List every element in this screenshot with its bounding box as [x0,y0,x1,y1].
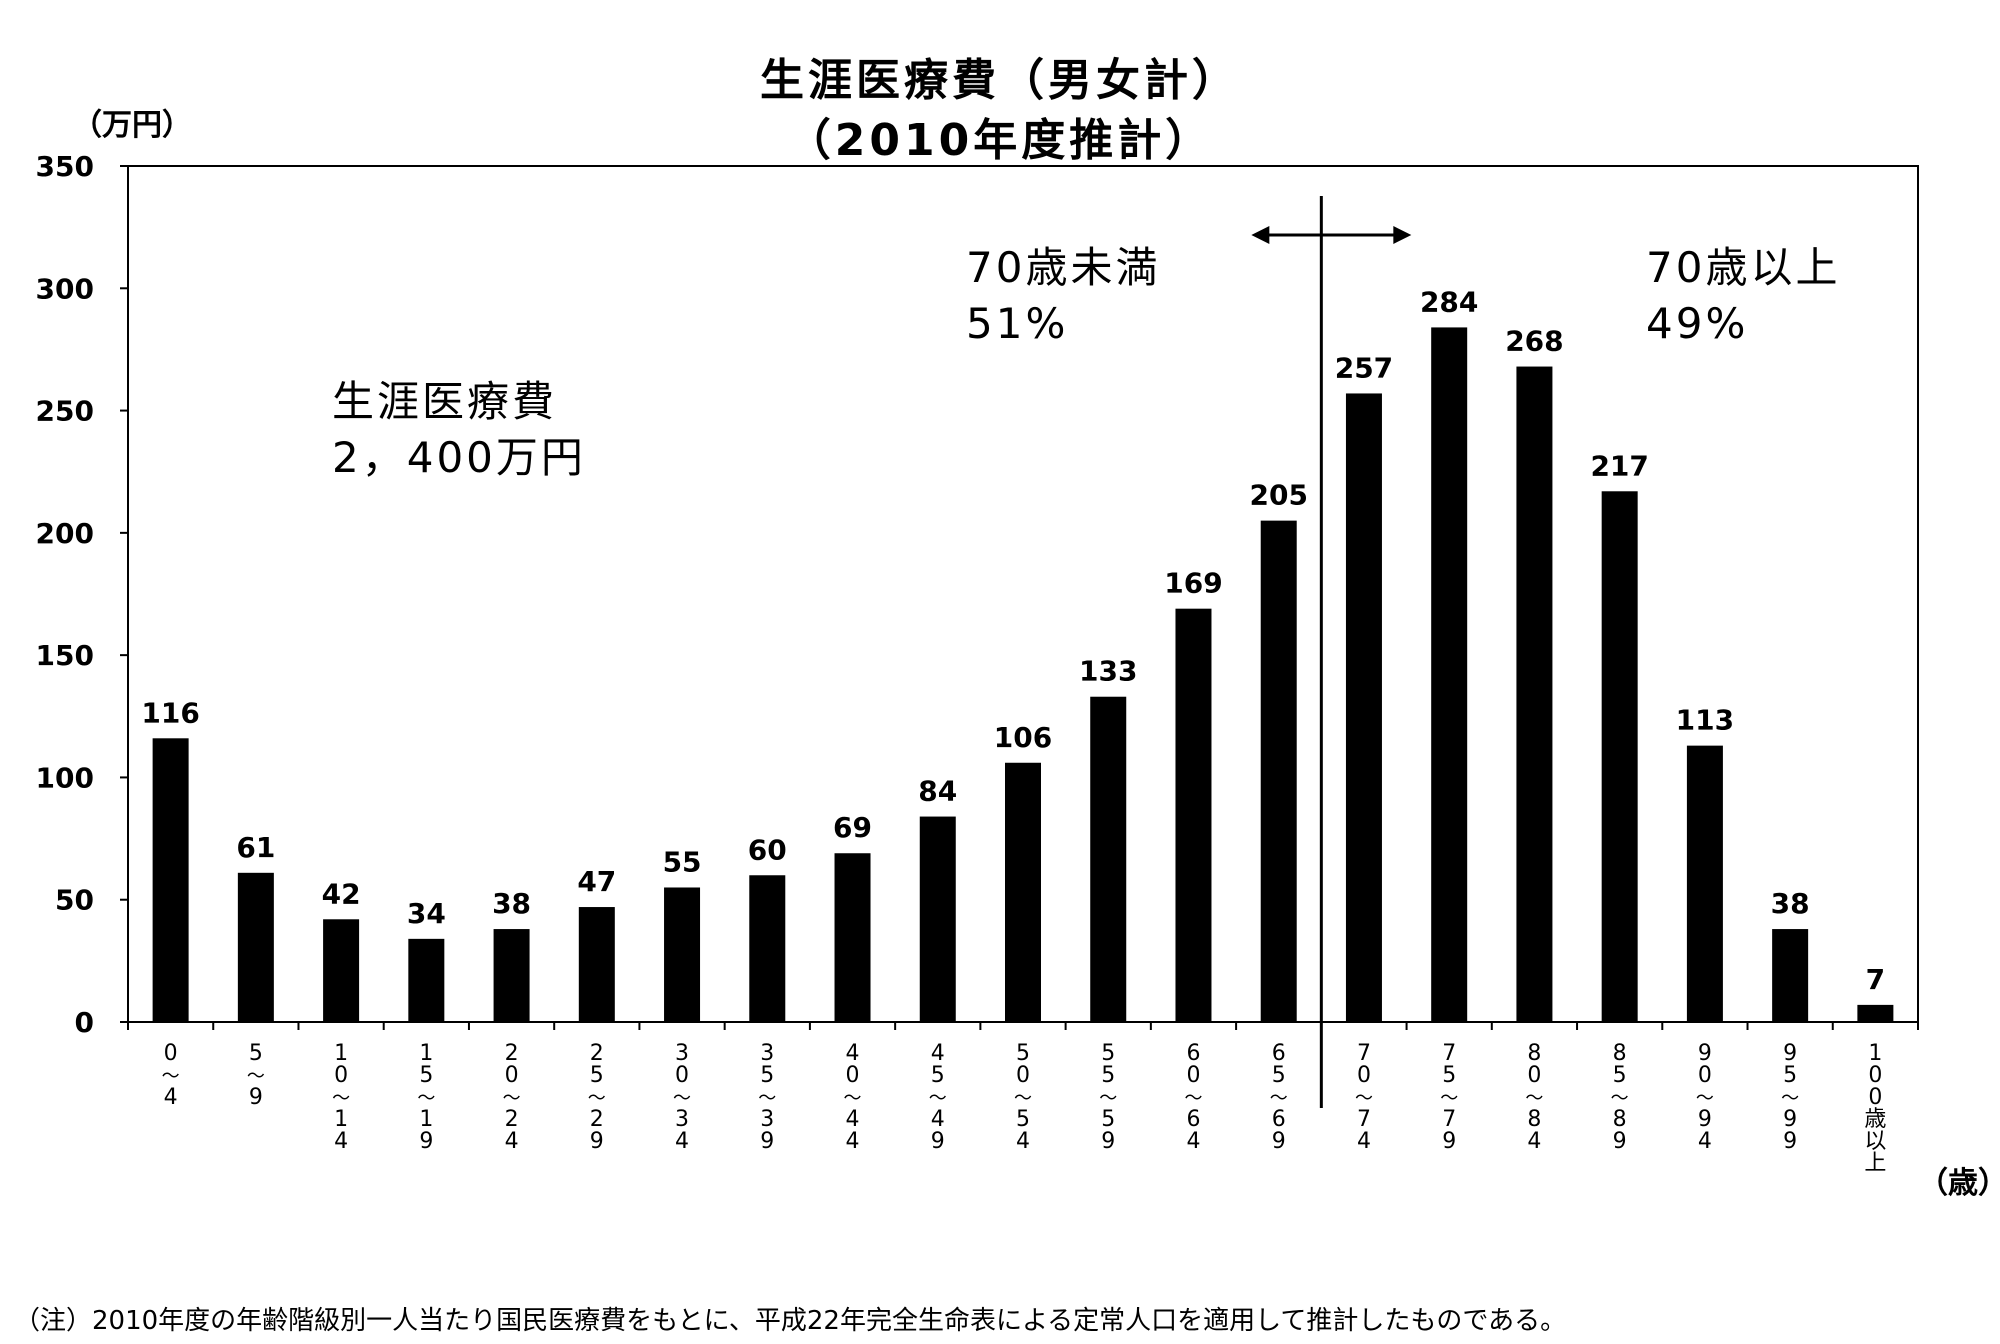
bar-value-label: 69 [833,811,872,844]
x-tick-label: 9 0 〜 9 4 [1696,1041,1714,1154]
x-tick-label: 3 5 〜 3 9 [758,1041,776,1154]
arrow-right-head [1393,226,1412,244]
x-tick-label: 7 5 〜 7 9 [1440,1041,1458,1154]
under70-percent: 51% [966,299,1069,348]
bar [237,872,274,1022]
y-tick-label: 250 [36,395,94,428]
bar [1431,327,1468,1023]
total-value: 2，400万円 [332,433,586,482]
bar [1516,366,1553,1022]
y-tick-label: 100 [36,761,94,794]
bar [919,816,956,1022]
bar [749,875,786,1022]
bar-value-label: 7 [1866,963,1885,996]
bar-value-label: 257 [1335,351,1393,384]
over70-annotation: 70歳以上 49% [1646,240,1840,352]
arrow-left-head [1251,226,1270,244]
bar-value-label: 34 [407,897,446,930]
bar [1005,762,1041,1022]
bar [408,938,445,1022]
bar-value-label: 38 [492,887,531,920]
x-axis-unit: （歳） [1918,1166,2000,1201]
chart-title: 生涯医療費（男女計） [760,55,1240,106]
bar-value-label: 268 [1505,325,1563,358]
bar [1601,491,1638,1022]
bar [1857,1004,1894,1022]
x-tick-label: 6 0 〜 6 4 [1184,1041,1202,1154]
chart-subtitle: （2010年度推計） [786,115,1214,166]
bar-value-label: 61 [236,831,275,864]
x-tick-label: 5 5 〜 5 9 [1099,1041,1117,1154]
y-tick-label: 50 [55,884,94,917]
bar [834,853,871,1022]
bar [578,907,615,1022]
x-tick-label: 2 0 〜 2 4 [503,1041,521,1154]
x-tick-label: 2 5 〜 2 9 [588,1041,606,1154]
x-tick-label: 4 5 〜 4 9 [929,1041,947,1154]
bar [1175,608,1212,1022]
x-tick-label: 5 〜 9 [247,1041,265,1110]
x-tick-label: 3 0 〜 3 4 [673,1041,691,1154]
under70-label: 70歳未満 [966,243,1161,292]
x-tick-label: 1 0 0 歳以上 [1864,1041,1886,1176]
bar-value-label: 205 [1249,479,1307,512]
bar [1686,745,1723,1022]
bar-value-label: 217 [1590,449,1648,482]
bar-value-label: 38 [1771,887,1810,920]
x-tick-label: 7 0 〜 7 4 [1355,1041,1373,1154]
y-axis-unit: （万円） [72,108,192,143]
y-tick-label: 0 [75,1006,94,1039]
x-tick-label: 8 5 〜 8 9 [1611,1041,1629,1154]
bar [1090,696,1127,1022]
bar [152,738,189,1022]
bar-value-label: 116 [141,696,199,729]
y-tick-label: 150 [36,639,94,672]
x-tick-label: 8 0 〜 8 4 [1525,1041,1543,1154]
bar-value-label: 133 [1079,655,1137,688]
bar-value-label: 84 [918,775,957,808]
bar [1772,929,1809,1022]
bar [1345,393,1382,1022]
x-tick-label: 1 5 〜 1 9 [417,1041,435,1154]
bar-value-label: 47 [577,865,616,898]
bar [664,887,701,1022]
bar-value-label: 60 [748,833,787,866]
x-tick-label: 9 5 〜 9 9 [1781,1041,1799,1154]
under70-annotation: 70歳未満 51% [966,240,1160,352]
over70-percent: 49% [1646,299,1749,348]
x-tick-label: 6 5 〜 6 9 [1270,1041,1288,1154]
bar [1260,520,1297,1022]
bar-value-label: 113 [1676,704,1734,737]
x-tick-label: 5 0 〜 5 4 [1014,1041,1032,1154]
footnote: （注）2010年度の年齢階級別一人当たり国民医療費をもとに、平成22年完全生命表… [14,1306,1567,1336]
bar [323,919,360,1022]
bar-value-label: 106 [994,721,1052,754]
over70-label: 70歳以上 [1646,243,1841,292]
x-tick-label: 4 0 〜 4 4 [844,1041,862,1154]
y-tick-label: 350 [36,150,94,183]
bar-value-label: 169 [1164,567,1222,600]
x-tick-label: 1 0 〜 1 4 [332,1041,350,1154]
total-annotation: 生涯医療費 2，400万円 [332,374,586,486]
y-tick-label: 200 [36,517,94,550]
bar-value-label: 55 [663,845,702,878]
bar [493,929,530,1022]
bar-value-label: 284 [1420,285,1478,318]
total-label: 生涯医療費 [332,377,558,426]
y-tick-label: 300 [36,272,94,305]
bar-value-label: 42 [322,877,361,910]
x-tick-label: 0 〜 4 [162,1041,180,1110]
